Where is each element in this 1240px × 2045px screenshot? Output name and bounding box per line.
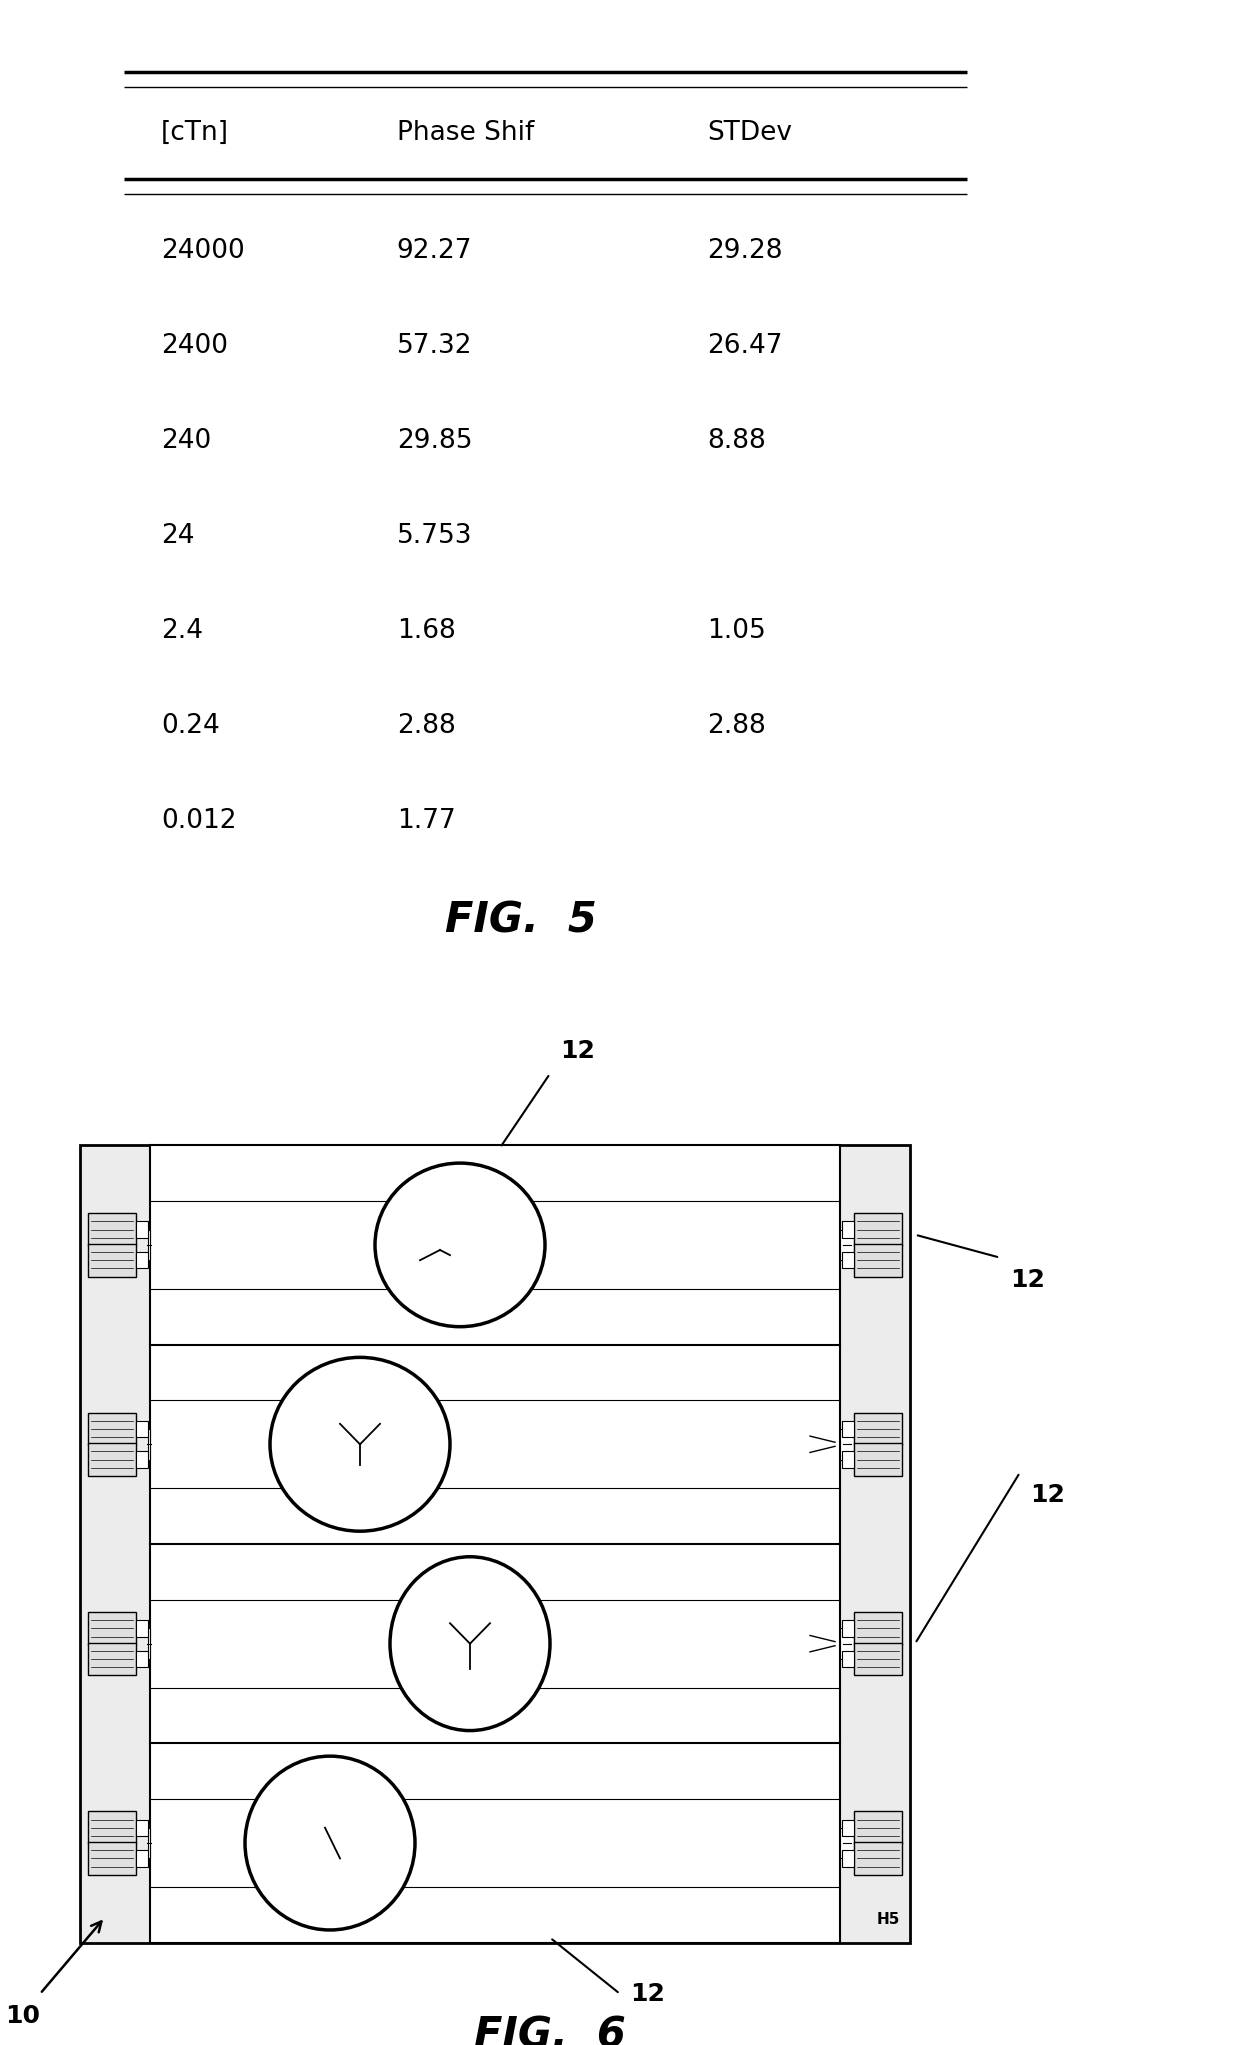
Text: 12: 12: [1011, 1268, 1045, 1292]
Bar: [136, 1650, 148, 1667]
Text: FIG.  6: FIG. 6: [474, 2014, 626, 2045]
Bar: [136, 1221, 148, 1237]
Ellipse shape: [270, 1358, 450, 1532]
Bar: [854, 1812, 901, 1845]
Text: 12: 12: [630, 1982, 665, 2006]
Bar: [854, 1444, 901, 1476]
Bar: [854, 1642, 901, 1675]
Text: H5: H5: [877, 1912, 900, 1926]
Text: 26.47: 26.47: [707, 333, 782, 358]
Bar: [854, 1243, 901, 1276]
Bar: [148, 1429, 150, 1460]
Ellipse shape: [246, 1757, 415, 1930]
Text: STDev: STDev: [707, 121, 792, 145]
Bar: [854, 1843, 901, 1875]
Text: 240: 240: [161, 427, 212, 454]
Bar: [842, 1650, 854, 1667]
Bar: [148, 1828, 150, 1859]
Bar: [136, 1620, 148, 1636]
Bar: [150, 1145, 839, 1943]
Text: 8.88: 8.88: [707, 427, 765, 454]
Bar: [136, 1252, 148, 1268]
Bar: [81, 1145, 910, 1943]
Text: FIG.  5: FIG. 5: [445, 900, 596, 941]
Text: 92.27: 92.27: [397, 237, 472, 264]
Bar: [136, 1820, 148, 1836]
Bar: [88, 1611, 136, 1644]
Bar: [854, 1413, 901, 1446]
Bar: [136, 1452, 148, 1468]
Text: 12: 12: [1030, 1483, 1065, 1507]
Bar: [842, 1252, 854, 1268]
Text: [cTn]: [cTn]: [161, 121, 229, 145]
Bar: [839, 1628, 854, 1658]
Text: 1.05: 1.05: [707, 618, 765, 644]
Text: 24: 24: [161, 524, 195, 548]
Bar: [88, 1413, 136, 1446]
Bar: [88, 1642, 136, 1675]
Text: 24000: 24000: [161, 237, 246, 264]
Text: 29.85: 29.85: [397, 427, 472, 454]
Bar: [842, 1820, 854, 1836]
Bar: [136, 1421, 148, 1438]
Text: 2400: 2400: [161, 333, 228, 358]
Bar: [148, 1229, 150, 1260]
Ellipse shape: [374, 1164, 546, 1327]
Bar: [88, 1843, 136, 1875]
Ellipse shape: [391, 1556, 551, 1730]
Text: 2.88: 2.88: [707, 714, 765, 738]
Bar: [88, 1213, 136, 1245]
Text: Phase Shif: Phase Shif: [397, 121, 534, 145]
Text: 29.28: 29.28: [707, 237, 782, 264]
Text: 10: 10: [5, 2004, 40, 2029]
Text: 0.012: 0.012: [161, 808, 237, 834]
Bar: [88, 1243, 136, 1276]
Text: 1.68: 1.68: [397, 618, 455, 644]
Bar: [842, 1221, 854, 1237]
Bar: [842, 1452, 854, 1468]
Bar: [148, 1628, 150, 1658]
Text: 0.24: 0.24: [161, 714, 219, 738]
Bar: [88, 1444, 136, 1476]
Bar: [136, 1851, 148, 1867]
Text: 5.753: 5.753: [397, 524, 472, 548]
Bar: [88, 1812, 136, 1845]
Text: 2.4: 2.4: [161, 618, 203, 644]
Text: 1.77: 1.77: [397, 808, 455, 834]
Bar: [842, 1851, 854, 1867]
Bar: [839, 1429, 854, 1460]
Bar: [839, 1229, 854, 1260]
Text: 12: 12: [560, 1039, 595, 1063]
Bar: [842, 1421, 854, 1438]
Text: 57.32: 57.32: [397, 333, 472, 358]
Bar: [854, 1213, 901, 1245]
Text: 2.88: 2.88: [397, 714, 455, 738]
Bar: [839, 1828, 854, 1859]
Bar: [842, 1620, 854, 1636]
Bar: [854, 1611, 901, 1644]
